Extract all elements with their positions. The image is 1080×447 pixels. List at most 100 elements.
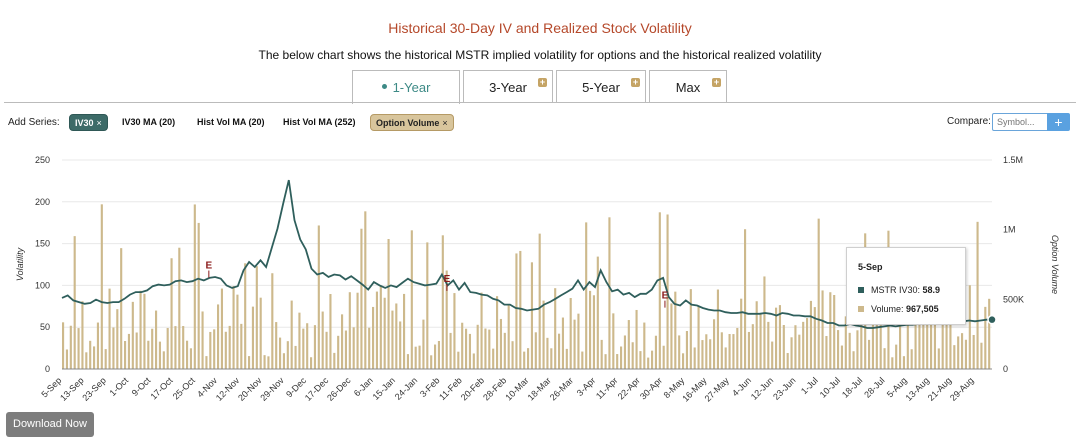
volume-bar xyxy=(728,334,731,369)
tab-label: 1-Year xyxy=(392,80,431,95)
x-tick-label: 26-Mar xyxy=(548,375,575,402)
volume-bar xyxy=(565,348,568,369)
volume-bar xyxy=(372,306,375,369)
volume-bar xyxy=(147,340,150,369)
volume-bar xyxy=(135,332,138,369)
x-tick-label: 28-Jul xyxy=(862,375,886,399)
volume-bar xyxy=(112,327,115,369)
volume-bar xyxy=(430,355,433,369)
volume-bar xyxy=(298,312,301,369)
volume-bar xyxy=(65,349,69,369)
volume-bar xyxy=(139,290,142,369)
compare-add-button[interactable]: + xyxy=(1047,113,1070,131)
y-left-tick-label: 0 xyxy=(45,364,50,374)
volume-bar xyxy=(434,344,437,369)
volume-bar xyxy=(732,334,735,369)
volume-bar xyxy=(100,204,103,369)
tab-max[interactable]: Max + xyxy=(649,70,727,102)
volume-bar xyxy=(441,235,444,369)
volume-bar xyxy=(592,295,596,369)
volume-bar xyxy=(763,276,766,369)
volume-bar xyxy=(736,327,739,369)
volume-bar xyxy=(410,230,413,369)
volume-bar xyxy=(306,323,309,369)
earnings-marker: E xyxy=(206,261,213,272)
download-button[interactable]: Download Now xyxy=(6,412,94,437)
volume-bar xyxy=(496,296,499,369)
volume-bar xyxy=(635,309,638,369)
compare-symbol-input[interactable] xyxy=(992,113,1048,131)
x-tick-label: 23-Sep xyxy=(80,375,108,403)
volume-bar xyxy=(224,331,227,369)
volume-bar xyxy=(426,242,429,369)
volume-bar xyxy=(465,328,468,369)
volume-bar xyxy=(104,349,107,369)
volume-bar xyxy=(329,294,332,369)
volume-bar xyxy=(286,341,289,369)
x-tick-label: 12-Jun xyxy=(749,375,776,402)
volume-bar xyxy=(73,236,76,369)
volume-bar xyxy=(856,330,859,369)
remove-icon[interactable]: × xyxy=(442,118,448,128)
remove-icon[interactable]: × xyxy=(96,118,102,128)
series-chip-iv30-ma[interactable]: IV30 MA (20) xyxy=(122,117,176,127)
volume-bar xyxy=(93,346,96,369)
volume-bar xyxy=(914,323,917,369)
volume-bar xyxy=(341,314,344,369)
volatility-chart[interactable]: 0 50 100 150 200 250 0 500K 1M 1.5M Volatility Opti… xyxy=(0,150,1080,410)
volume-bar xyxy=(325,331,328,369)
volume-bar xyxy=(604,354,607,369)
series-chip-hist-vol-ma-20[interactable]: Hist Vol MA (20) xyxy=(197,117,265,127)
volume-bar xyxy=(848,332,851,369)
y-right-tick-label: 0 xyxy=(1003,364,1008,374)
volume-bar xyxy=(356,292,359,369)
volume-bar xyxy=(573,319,576,369)
volume-bar xyxy=(368,327,371,369)
chip-label: IV30 xyxy=(75,118,94,128)
series-chip-option-volume[interactable]: Option Volume × xyxy=(370,114,454,131)
volume-bar xyxy=(786,353,789,369)
volume-bar xyxy=(941,321,944,369)
volume-bar xyxy=(217,304,220,369)
volume-bar xyxy=(182,326,185,369)
volume-bar xyxy=(352,327,355,369)
volume-bar xyxy=(558,333,561,369)
iv-swatch xyxy=(858,287,864,293)
tab-1-year[interactable]: 1-Year xyxy=(352,70,460,104)
volume-bar xyxy=(507,304,510,369)
add-series-label: Add Series: xyxy=(8,117,60,128)
tab-3-year[interactable]: 3-Year + xyxy=(463,70,553,102)
tooltip-date: 5-Sep xyxy=(858,262,883,272)
volume-bar xyxy=(806,318,809,369)
x-tick-label: 27-May xyxy=(703,375,732,404)
volume-bar xyxy=(499,318,503,369)
volume-bar xyxy=(775,307,778,369)
tab-5-year[interactable]: 5-Year + xyxy=(556,70,646,102)
volume-bar xyxy=(685,331,689,369)
volume-bar xyxy=(108,288,111,369)
series-chip-hist-vol-ma-252[interactable]: Hist Vol MA (252) xyxy=(283,117,356,127)
volume-bar xyxy=(449,332,452,369)
volume-bar xyxy=(534,332,537,369)
volume-bar xyxy=(922,317,925,369)
volume-bar xyxy=(550,348,553,369)
volume-bar xyxy=(391,310,394,369)
x-tick-label: 18-Jul xyxy=(840,375,864,399)
volume-bar xyxy=(561,317,565,369)
volume-bar xyxy=(674,291,677,369)
volume-swatch xyxy=(858,306,864,312)
volume-bar xyxy=(523,351,526,369)
volume-bar xyxy=(759,313,762,369)
volume-bar xyxy=(554,288,557,369)
volume-bar xyxy=(953,345,956,369)
volume-bar xyxy=(155,310,158,369)
volume-bar xyxy=(127,333,131,369)
volume-bar xyxy=(767,321,770,369)
volume-bar xyxy=(209,331,212,369)
volume-bar xyxy=(96,322,100,369)
volume-bar xyxy=(484,328,487,369)
volume-bar xyxy=(468,333,472,369)
volume-bar xyxy=(186,340,189,369)
iv30-line xyxy=(61,179,992,329)
series-chip-iv30[interactable]: IV30 × xyxy=(69,114,108,131)
